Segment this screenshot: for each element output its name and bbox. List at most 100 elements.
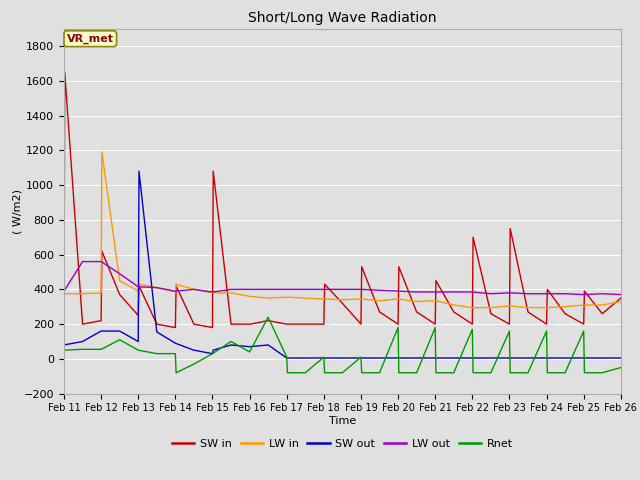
SW in — [487, 311, 495, 317]
Rnet — [413, 370, 420, 376]
Line: SW in: SW in — [64, 72, 621, 327]
LW out — [172, 288, 179, 294]
SW in — [190, 321, 198, 327]
SW in — [469, 234, 477, 240]
LW out — [320, 287, 328, 292]
SW out — [431, 355, 439, 361]
SW out — [134, 338, 142, 344]
Line: LW in: LW in — [64, 152, 621, 308]
SW out — [376, 355, 383, 361]
LW in — [394, 296, 402, 302]
SW out — [580, 355, 588, 361]
Text: VR_met: VR_met — [67, 34, 114, 44]
Rnet — [227, 338, 235, 344]
SW in — [339, 300, 346, 306]
LW in — [116, 278, 124, 284]
SW in — [561, 311, 569, 317]
Rnet — [97, 347, 105, 352]
SW out — [450, 355, 458, 361]
LW out — [450, 289, 458, 295]
SW in — [61, 69, 68, 75]
SW out — [227, 342, 235, 348]
Rnet — [134, 348, 142, 353]
LW out — [506, 290, 513, 296]
LW in — [172, 281, 180, 287]
LW out — [617, 292, 625, 298]
LW in — [97, 290, 105, 296]
LW in — [98, 149, 106, 155]
SW in — [543, 321, 550, 327]
SW out — [598, 355, 606, 361]
SW out — [209, 351, 216, 357]
SW in — [395, 264, 403, 270]
LW out — [134, 284, 142, 289]
SW out — [543, 355, 550, 361]
LW in — [246, 293, 253, 299]
SW in — [209, 324, 216, 330]
Line: LW out: LW out — [64, 262, 621, 295]
LW in — [561, 304, 569, 310]
LW out — [524, 291, 532, 297]
SW in — [153, 321, 161, 327]
SW in — [246, 321, 253, 327]
SW in — [524, 309, 532, 315]
SW out — [246, 344, 253, 349]
LW in — [135, 281, 143, 287]
SW in — [134, 312, 142, 318]
LW in — [301, 295, 309, 301]
Rnet — [617, 365, 625, 371]
SW out — [116, 328, 124, 334]
SW in — [598, 311, 606, 317]
LW out — [264, 287, 272, 292]
LW out — [413, 289, 420, 295]
Rnet — [506, 328, 513, 334]
Rnet — [432, 370, 440, 376]
SW in — [580, 288, 588, 294]
Rnet — [524, 370, 532, 376]
LW in — [79, 291, 86, 297]
SW in — [431, 321, 439, 327]
SW in — [79, 321, 86, 327]
SW out — [172, 340, 179, 346]
LW out — [468, 289, 476, 295]
LW in — [283, 294, 291, 300]
X-axis label: Time: Time — [329, 416, 356, 426]
SW in — [301, 321, 309, 327]
LW out — [339, 287, 346, 292]
SW out — [209, 348, 217, 353]
SW in — [283, 321, 291, 327]
SW in — [358, 264, 365, 270]
LW out — [357, 287, 365, 292]
LW in — [413, 299, 420, 304]
LW in — [524, 305, 532, 311]
SW in — [432, 278, 440, 284]
SW in — [97, 318, 105, 324]
SW in — [320, 321, 328, 327]
LW in — [172, 289, 179, 295]
Rnet — [190, 361, 198, 367]
LW in — [134, 288, 142, 294]
Rnet — [580, 328, 588, 334]
Rnet — [395, 370, 403, 376]
LW out — [246, 287, 253, 292]
LW in — [506, 303, 513, 309]
LW out — [487, 291, 495, 297]
LW out — [97, 259, 105, 264]
LW in — [60, 291, 68, 297]
Rnet — [321, 370, 328, 376]
LW in — [357, 296, 365, 302]
SW in — [135, 283, 143, 289]
Rnet — [264, 314, 272, 320]
Y-axis label: ( W/m2): ( W/m2) — [12, 189, 22, 234]
Rnet — [339, 370, 346, 376]
SW in — [394, 321, 402, 327]
Rnet — [358, 370, 365, 376]
Rnet — [79, 347, 86, 352]
SW out — [357, 355, 365, 361]
SW out — [97, 328, 105, 334]
LW out — [283, 287, 291, 292]
SW in — [506, 321, 513, 327]
LW in — [487, 305, 495, 311]
LW out — [376, 288, 383, 293]
LW in — [598, 302, 606, 308]
